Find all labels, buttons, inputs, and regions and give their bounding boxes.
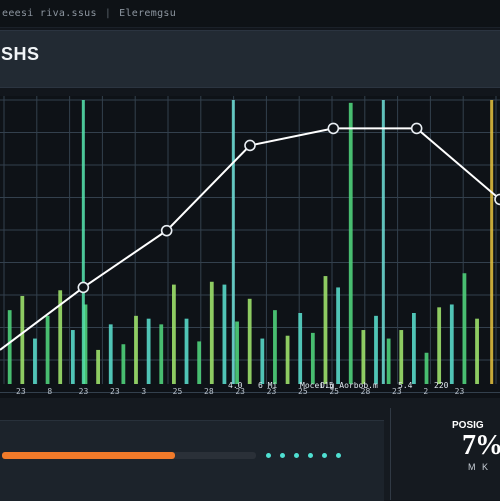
x-tick-label: 2 [423, 387, 428, 396]
bar [7, 310, 12, 384]
bar [45, 315, 50, 384]
bar [96, 349, 100, 384]
line-point [410, 122, 423, 135]
bar [184, 318, 189, 384]
line-point [77, 281, 90, 294]
x-tick-label: 23 [110, 387, 120, 396]
x-tick-label: 3 [141, 387, 146, 396]
window-tab-bar: eeesi riva.ssus | Eleremgsu [0, 0, 500, 28]
bar [172, 284, 176, 384]
bar [70, 330, 75, 384]
bar [424, 352, 429, 384]
tab-separator: | [104, 8, 112, 19]
pager-dot[interactable] [266, 453, 271, 458]
pager-dot[interactable] [336, 453, 341, 458]
bar [159, 324, 164, 384]
bar [20, 295, 25, 384]
bar [336, 287, 340, 384]
x-tick-label: 28 [361, 387, 371, 396]
bar [462, 273, 467, 384]
pager-dot[interactable] [308, 453, 313, 458]
annotation-label: 5.4 [398, 381, 413, 390]
bar [285, 335, 290, 384]
stat-label: POSIG [452, 420, 484, 431]
bar [437, 307, 442, 384]
x-tick-label: 25 [298, 387, 308, 396]
bar [121, 344, 126, 384]
x-tick-label: 23 [235, 387, 245, 396]
bar [374, 315, 378, 384]
progress-bar-fill [2, 452, 175, 459]
line-point [327, 122, 340, 135]
bar [108, 324, 113, 384]
bar [449, 304, 454, 384]
x-tick-label: 8 [47, 387, 52, 396]
x-tick-label: 25 [329, 387, 339, 396]
bar [298, 313, 303, 384]
pager-dot[interactable] [294, 453, 299, 458]
bar [83, 304, 88, 384]
x-tick-label: 23 [455, 387, 465, 396]
bar [348, 102, 353, 384]
line-point [244, 139, 256, 152]
bar [58, 290, 63, 384]
x-tick-label: 23 [79, 387, 89, 396]
annotation-label: Olg Aorbob.m [320, 381, 378, 390]
pager-dots[interactable] [266, 453, 341, 458]
line-point [160, 224, 173, 237]
pager-dot[interactable] [280, 453, 285, 458]
bar [134, 315, 138, 384]
pager-dot[interactable] [322, 453, 327, 458]
annotation-label: 220 [434, 381, 449, 390]
header-bar: SHS [0, 30, 500, 88]
x-tick-label: 28 [204, 387, 214, 396]
line-point [494, 193, 500, 206]
bar [386, 338, 391, 384]
bar [310, 332, 315, 384]
bar [412, 313, 416, 384]
bar [399, 330, 404, 384]
bar [209, 281, 214, 384]
tab-item[interactable]: Eleremgsu [119, 8, 177, 19]
x-tick-label: 25 [173, 387, 183, 396]
annotation-label: Mocei.5 [300, 381, 334, 390]
x-tick-label: 23 [267, 387, 277, 396]
x-tick-label: 23 [392, 387, 402, 396]
stat-value: 7% [462, 430, 500, 461]
bar [260, 338, 265, 384]
bar [247, 298, 252, 384]
progress-bar [2, 452, 256, 459]
annotation-label: 4.0 [228, 381, 243, 390]
bar [222, 284, 227, 384]
bar [146, 318, 151, 384]
bar [33, 338, 37, 384]
bar [273, 310, 277, 384]
bar [235, 321, 239, 384]
bar [475, 318, 479, 384]
annotation-label: 6 Mi [258, 381, 277, 390]
x-tick-label: 23 [16, 387, 26, 396]
bar [197, 341, 202, 384]
bar [323, 276, 328, 384]
tab-item[interactable]: eeesi riva.ssus [2, 8, 97, 19]
stat-subtext: M K [468, 462, 491, 472]
progress-panel [0, 420, 384, 501]
bar [361, 330, 366, 384]
stat-card [390, 408, 500, 500]
page-title: SHS [1, 44, 40, 64]
